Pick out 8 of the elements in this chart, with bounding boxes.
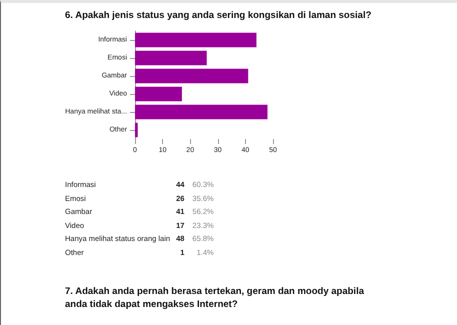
bar xyxy=(135,122,138,138)
text: 7. Adakah anda pernah berasa tertekan, geram dan moody apabila anda tidak dapat mengakses Internet? xyxy=(65,285,366,311)
bar xyxy=(135,86,182,102)
chart-title: 6. Apakah jenis status yang anda sering kongsikan di laman sosial? xyxy=(65,10,372,21)
bar xyxy=(135,68,248,84)
bar xyxy=(135,104,268,120)
bar xyxy=(135,32,256,48)
bar xyxy=(135,50,207,66)
